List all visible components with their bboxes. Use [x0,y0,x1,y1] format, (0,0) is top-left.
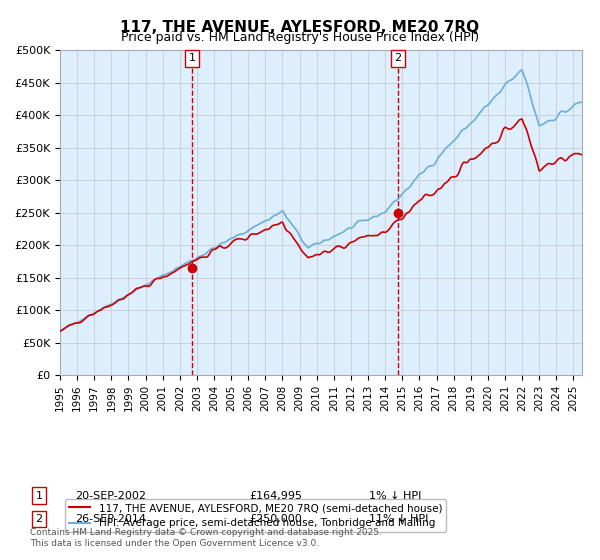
Text: 1: 1 [188,53,196,63]
Text: 2: 2 [35,514,43,524]
Text: 2: 2 [394,53,401,63]
Text: 1: 1 [35,491,43,501]
Text: £250,000: £250,000 [249,514,302,524]
Text: 26-SEP-2014: 26-SEP-2014 [75,514,146,524]
Text: £164,995: £164,995 [249,491,302,501]
Text: 1% ↓ HPI: 1% ↓ HPI [369,491,421,501]
Text: 11% ↓ HPI: 11% ↓ HPI [369,514,428,524]
Legend: 117, THE AVENUE, AYLESFORD, ME20 7RQ (semi-detached house), HPI: Average price, : 117, THE AVENUE, AYLESFORD, ME20 7RQ (se… [65,499,446,533]
Text: Contains HM Land Registry data © Crown copyright and database right 2025.
This d: Contains HM Land Registry data © Crown c… [30,528,382,548]
Text: Price paid vs. HM Land Registry's House Price Index (HPI): Price paid vs. HM Land Registry's House … [121,31,479,44]
Text: 117, THE AVENUE, AYLESFORD, ME20 7RQ: 117, THE AVENUE, AYLESFORD, ME20 7RQ [121,20,479,35]
Text: 20-SEP-2002: 20-SEP-2002 [75,491,146,501]
